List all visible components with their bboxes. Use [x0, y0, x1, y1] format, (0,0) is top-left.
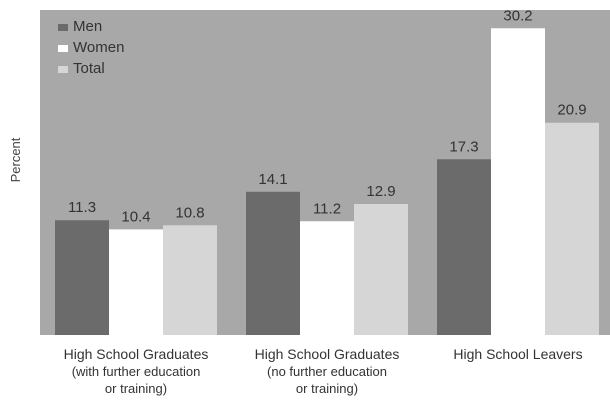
- bar-men-3: [437, 159, 491, 335]
- bar-women-2: [300, 221, 354, 335]
- bar-total-2: [354, 203, 408, 335]
- bars-group: [55, 28, 599, 335]
- legend: Men Women Total: [58, 18, 124, 77]
- legend-label-total: Total: [73, 60, 105, 77]
- category-label-1-line-3: or training): [105, 381, 167, 396]
- legend-label-men: Men: [73, 18, 102, 35]
- legend-swatch-total: [58, 66, 68, 73]
- value-label-men-1: 11.3: [68, 199, 96, 216]
- value-label-men-3: 17.3: [449, 138, 478, 155]
- value-labels-group: 11.3 14.1 17.3 10.4 11.2 30.2 10.8 12.9 20.9: [68, 7, 587, 225]
- category-label-1-line-1: High School Graduates: [64, 346, 209, 362]
- legend-label-women: Women: [73, 39, 124, 56]
- value-label-total-2: 12.9: [366, 183, 395, 200]
- bar-women-3: [491, 28, 545, 335]
- value-label-women-1: 10.4: [121, 208, 150, 225]
- value-label-total-1: 10.8: [175, 204, 204, 221]
- bar-men-2: [246, 191, 300, 335]
- category-label-2-line-2: (no further education: [267, 364, 387, 379]
- category-labels-group: High School Graduates (with further educa…: [64, 346, 583, 396]
- bar-men-1: [55, 220, 109, 335]
- category-label-2-line-3: or training): [296, 381, 358, 396]
- bar-women-1: [109, 229, 163, 335]
- bar-total-3: [545, 122, 599, 335]
- value-label-women-3: 30.2: [503, 7, 532, 24]
- category-label-3-line-1: High School Leavers: [453, 346, 582, 362]
- bar-total-1: [163, 225, 217, 335]
- value-label-total-3: 20.9: [557, 102, 586, 119]
- category-label-1-line-2: (with further education: [72, 364, 201, 379]
- legend-swatch-men: [58, 24, 68, 31]
- value-label-women-2: 11.2: [313, 200, 341, 217]
- value-label-men-2: 14.1: [258, 171, 287, 188]
- y-axis-label: Percent: [8, 137, 23, 182]
- legend-swatch-women: [58, 45, 68, 52]
- category-label-2-line-1: High School Graduates: [255, 346, 400, 362]
